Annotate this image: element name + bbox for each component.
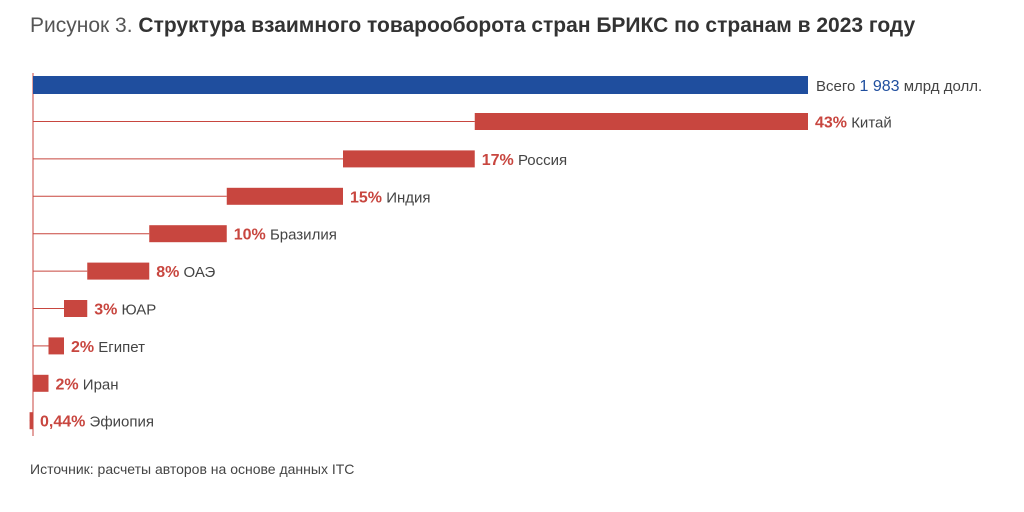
bar-label: 0,44% Эфиопия <box>40 414 154 431</box>
total-value: 1 983 <box>860 78 900 95</box>
total-prefix: Всего <box>816 78 860 95</box>
category-label: Египет <box>94 339 145 356</box>
bar-label: 2% Египет <box>71 339 145 356</box>
bar-label: 10% Бразилия <box>234 227 337 244</box>
bar-value-label: 43% <box>815 115 847 132</box>
bar-value-label: 10% <box>234 227 266 244</box>
bar-label: 17% Россия <box>482 152 567 169</box>
bar <box>64 300 88 317</box>
chart-title: Рисунок 3. Структура взаимного товарообо… <box>30 14 915 38</box>
bar <box>343 150 475 168</box>
bar-label: 43% Китай <box>815 115 892 132</box>
figure-title: Структура взаимного товарооборота стран … <box>138 14 916 37</box>
bar <box>48 337 64 355</box>
bar <box>33 374 49 392</box>
category-label: Бразилия <box>266 227 337 244</box>
bar-label: 15% Индия <box>350 189 431 206</box>
bar-label: 8% ОАЭ <box>156 264 215 281</box>
figure-number: Рисунок 3. <box>30 14 133 37</box>
total-bar <box>33 76 808 94</box>
bar <box>474 113 808 130</box>
bar-label: 3% ЮАР <box>94 302 156 319</box>
category-label: Эфиопия <box>85 414 154 431</box>
total-unit: млрд долл. <box>900 78 983 95</box>
bar-label: 2% Иран <box>56 376 119 393</box>
category-label: Иран <box>79 376 119 393</box>
total-label: Всего 1 983 млрд долл. <box>816 78 982 95</box>
category-label: Индия <box>382 189 431 206</box>
source-note: Источник: расчеты авторов на основе данн… <box>30 461 355 477</box>
bar-value-label: 2% <box>56 376 79 393</box>
bar <box>87 262 150 280</box>
bar-value-label: 8% <box>156 264 179 281</box>
bar-value-label: 0,44% <box>40 414 85 431</box>
bar <box>149 225 227 243</box>
category-label: Китай <box>847 115 892 132</box>
category-label: ОАЭ <box>179 264 215 281</box>
bar-value-label: 15% <box>350 189 382 206</box>
bar-value-label: 2% <box>71 339 94 356</box>
bar <box>226 187 343 205</box>
category-label: Россия <box>514 152 567 169</box>
bar-value-label: 3% <box>94 302 117 319</box>
bar <box>29 412 33 430</box>
bar-value-label: 17% <box>482 152 514 169</box>
category-label: ЮАР <box>117 302 156 319</box>
